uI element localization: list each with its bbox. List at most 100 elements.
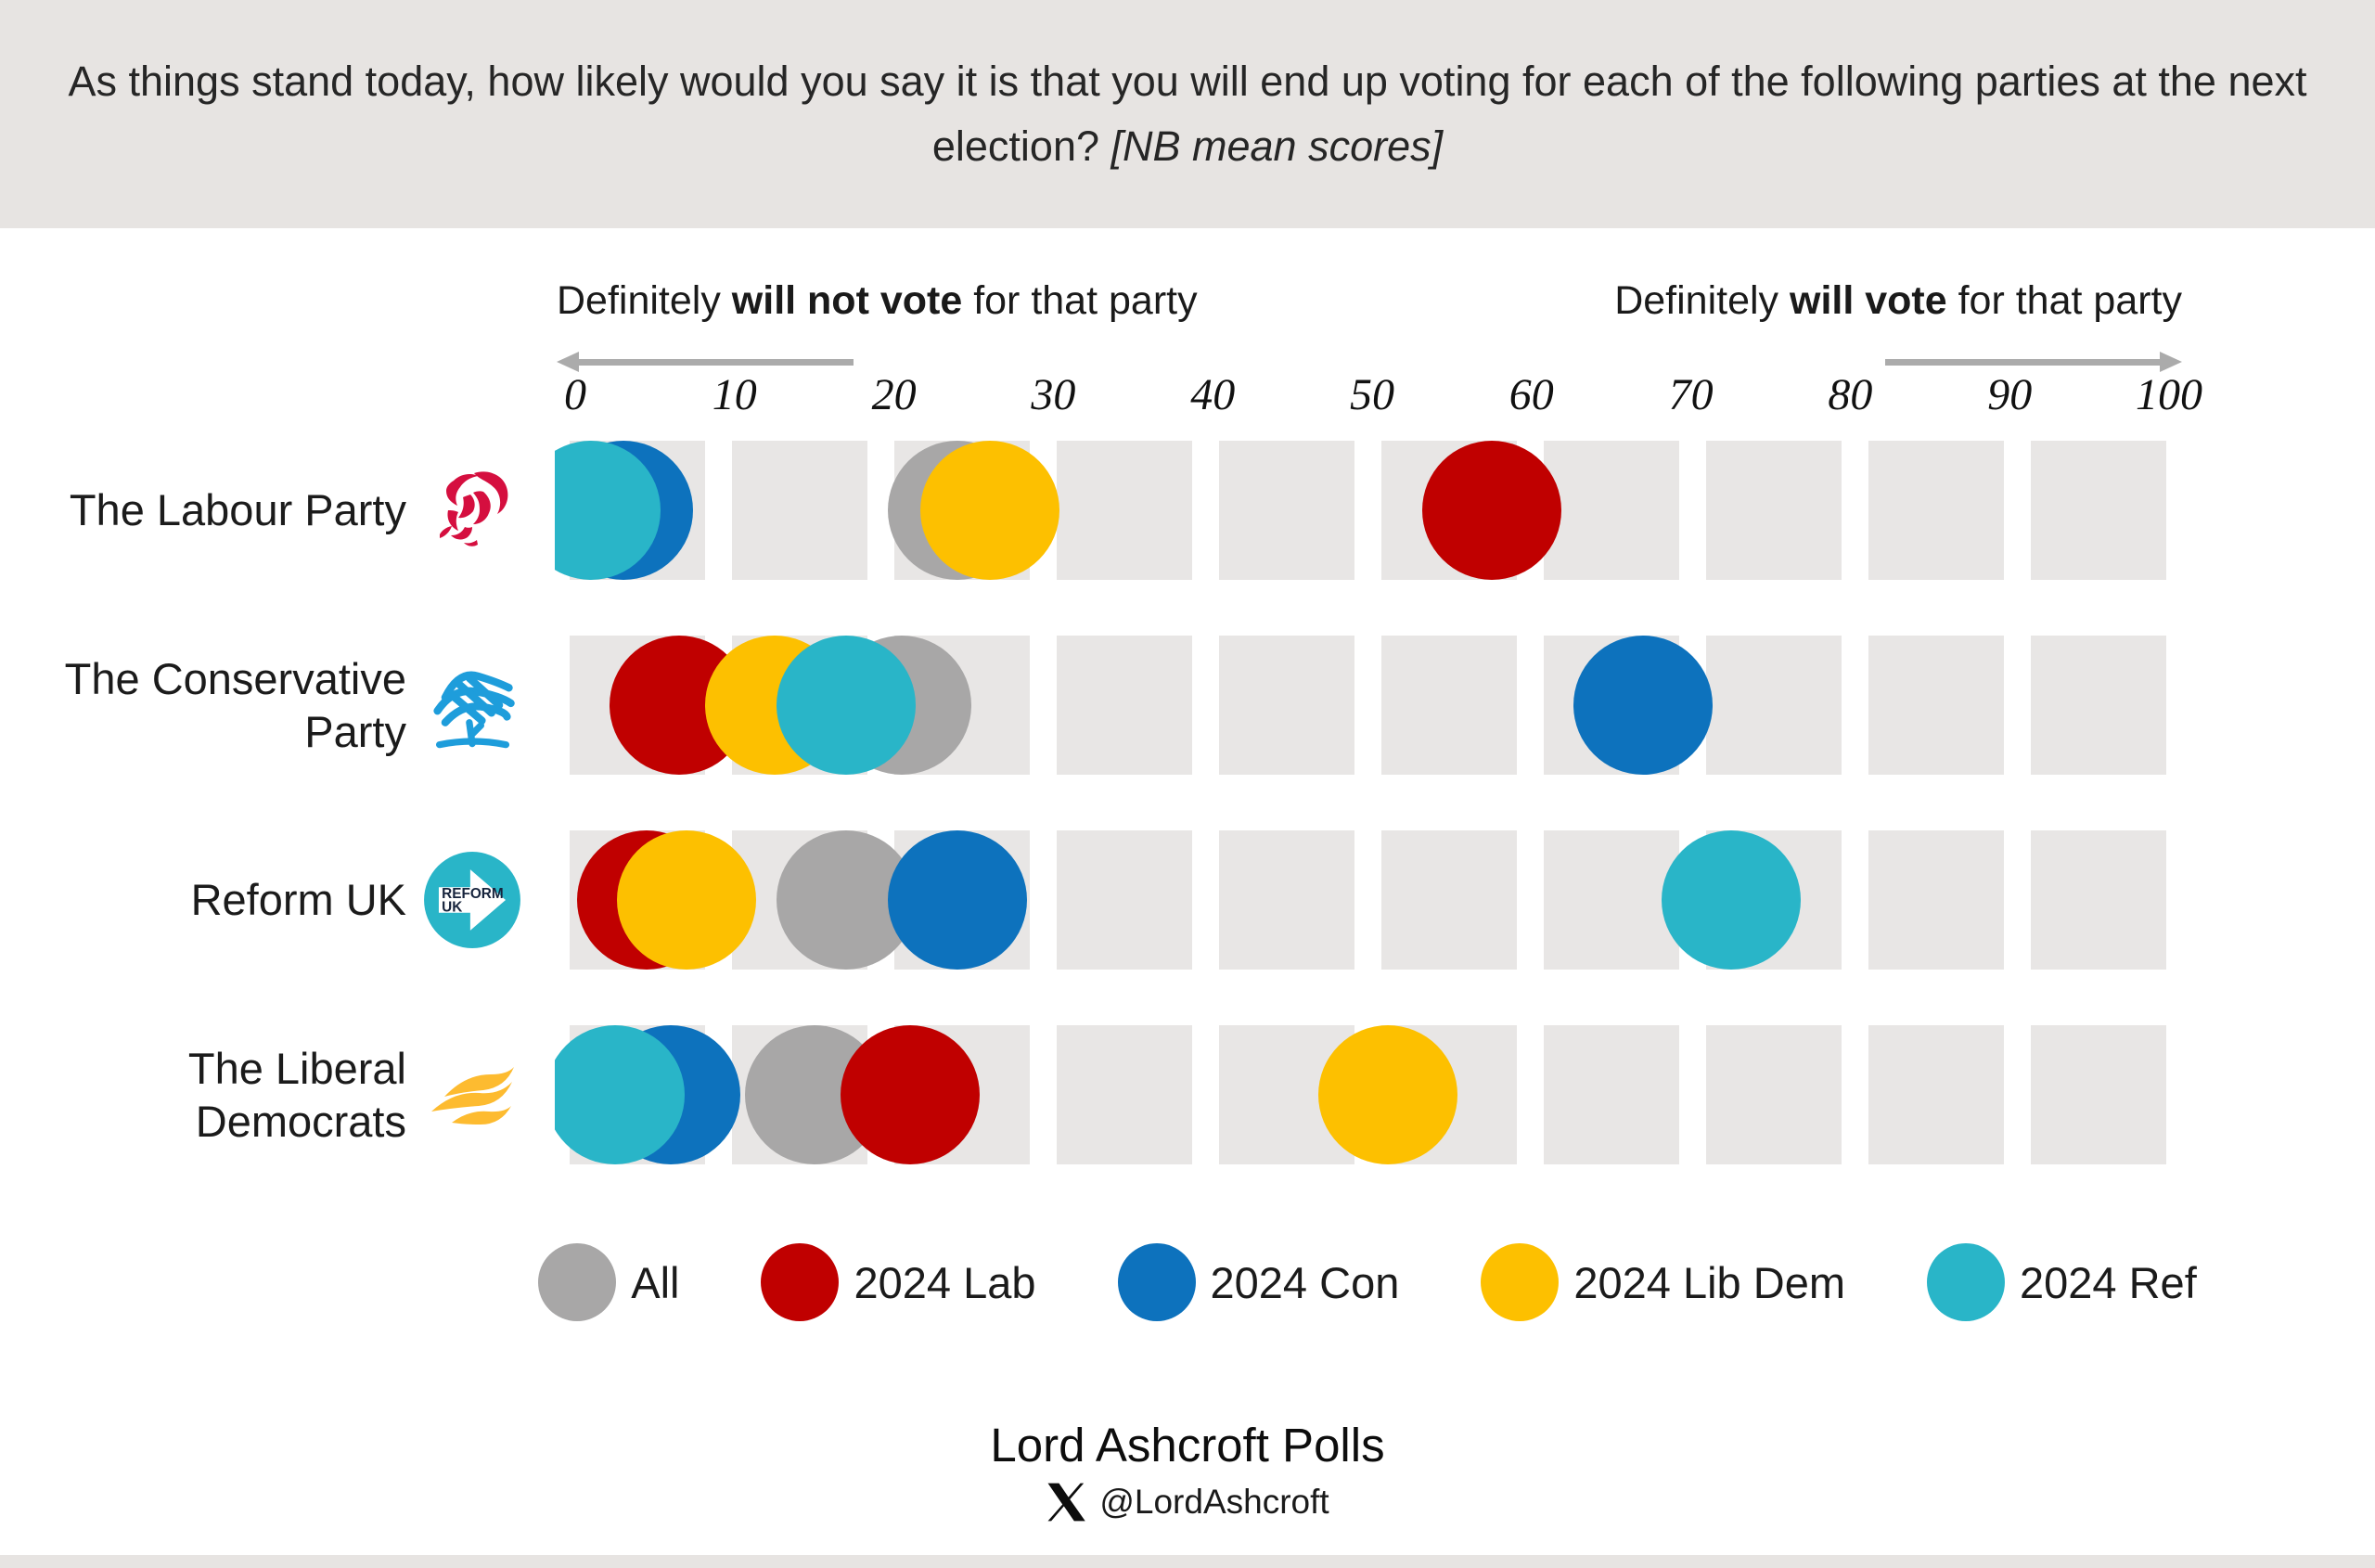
row-plot-area [555, 441, 2182, 580]
legend-item-2024-ref: 2024 Ref [1927, 1243, 2197, 1321]
party-label-line: Party [304, 707, 406, 756]
grid-band-70-80 [1706, 636, 1842, 775]
chart-title-note: [NB mean scores] [1110, 122, 1444, 170]
party-label-line: Reform UK [190, 875, 406, 925]
left-arrow-icon [557, 352, 854, 372]
right-arrowhead-icon [2160, 352, 2182, 372]
grid-band-80-90 [1868, 1025, 2004, 1164]
party-label-line: The Labour Party [69, 485, 406, 535]
grid-band-40-50 [1219, 830, 1354, 970]
party-label-line: The Conservative [64, 653, 406, 703]
dot-2024-ref [1661, 830, 1801, 970]
dot-2024-ref [555, 1025, 685, 1164]
grid-band-60-70 [1544, 1025, 1679, 1164]
svg-text:UK: UK [442, 900, 462, 916]
grid-band-90-100 [2031, 830, 2166, 970]
dot-2024-con [888, 830, 1028, 970]
chart-title-line-1: As things stand today, how likely would … [68, 58, 2307, 106]
axis-label-right-prefix: Definitely [1614, 278, 1790, 323]
axis-label-will-vote: Definitely will vote for that party [1614, 278, 2182, 324]
title-banner: As things stand today, how likely would … [0, 0, 2375, 228]
dot-2024-lib-dem [617, 830, 757, 970]
party-row-the-liberal-democrats: The Liberal Democrats [0, 1025, 2375, 1164]
legend-swatch-icon [1927, 1243, 2005, 1321]
dot-2024-lab [840, 1025, 980, 1164]
legend-swatch-icon [1117, 1243, 1196, 1321]
x-tick-60: 60 [1508, 370, 1554, 419]
legend-label: 2024 Lib Dem [1573, 1257, 1845, 1307]
grid-band-80-90 [1868, 636, 2004, 775]
grid-band-70-80 [1706, 441, 1842, 580]
legend-label: 2024 Lab [854, 1257, 1036, 1307]
grid-band-50-60 [1381, 830, 1517, 970]
axis-label-right-bold: will vote [1790, 278, 1947, 323]
legend-swatch-icon [538, 1243, 617, 1321]
axis-label-left-suffix: for that party [962, 278, 1198, 323]
grid-band-30-40 [1057, 1025, 1192, 1164]
dot-2024-lab [1421, 441, 1561, 580]
brand-title: Lord Ashcroft Polls [990, 1419, 1385, 1472]
dot-2024-con [1573, 636, 1714, 775]
grid-band-50-60 [1381, 636, 1517, 775]
x-twitter-icon [1047, 1483, 1086, 1522]
grid-band-80-90 [1868, 830, 2004, 970]
party-label: The Labour Party [37, 441, 406, 580]
footer: Lord Ashcroft Polls @LordAshcroft [0, 1418, 2375, 1523]
legend-swatch-icon [761, 1243, 840, 1321]
x-tick-20: 20 [871, 370, 917, 419]
x-tick-80: 80 [1828, 370, 1873, 419]
right-arrow-icon [1885, 352, 2182, 372]
x-tick-90: 90 [1987, 370, 2033, 419]
party-row-the-labour-party: The Labour Party [0, 441, 2375, 580]
party-row-the-conservative-party: The Conservative Party [0, 636, 2375, 775]
axis-label-will-not-vote: Definitely will not vote for that party [557, 278, 1198, 324]
legend-swatch-icon [1481, 1243, 1560, 1321]
grid-band-30-40 [1057, 636, 1192, 775]
row-plot-area [555, 636, 2182, 775]
labour-rose-logo [423, 461, 521, 559]
grid-band-30-40 [1057, 441, 1192, 580]
x-tick-30: 30 [1031, 370, 1076, 419]
chart-title-line-2: election? [NB mean scores] [932, 114, 1443, 179]
left-arrowhead-icon [557, 352, 579, 372]
conservative-tree-logo [423, 656, 521, 754]
grid-band-80-90 [1868, 441, 2004, 580]
reform-uk-logo: REFORM UK [423, 851, 521, 949]
grid-band-90-100 [2031, 1025, 2166, 1164]
grid-band-60-70 [1544, 441, 1679, 580]
legend-label: 2024 Con [1210, 1257, 1400, 1307]
dot-2024-lib-dem [919, 441, 1059, 580]
axis-label-left-bold: will not vote [731, 278, 963, 323]
legend-item-all: All [538, 1243, 679, 1321]
grid-band-40-50 [1219, 441, 1354, 580]
grid-band-90-100 [2031, 636, 2166, 775]
legend-item-2024-lab: 2024 Lab [761, 1243, 1036, 1321]
axis-label-right-suffix: for that party [1946, 278, 2182, 323]
social-handle: @LordAshcroft [1099, 1483, 1329, 1521]
libdem-bird-logo [423, 1046, 521, 1144]
x-tick-0: 0 [564, 370, 586, 419]
row-plot-area [555, 830, 2182, 970]
legend-item-2024-lib-dem: 2024 Lib Dem [1481, 1243, 1845, 1321]
svg-text:REFORM: REFORM [442, 886, 504, 902]
party-label: The Liberal Democrats [37, 1025, 406, 1164]
legend-label: All [631, 1257, 680, 1307]
grid-band-30-40 [1057, 830, 1192, 970]
legend: All 2024 Lab 2024 Con 2024 Lib Dem 2024 Ref [538, 1240, 2197, 1325]
x-tick-40: 40 [1190, 370, 1236, 419]
x-tick-10: 10 [712, 370, 757, 419]
grid-band-70-80 [1706, 1025, 1842, 1164]
bottom-gray-strip [0, 1555, 2375, 1568]
row-plot-area [555, 1025, 2182, 1164]
party-label: Reform UK [37, 830, 406, 970]
party-row-reform-uk: Reform UK REFORM UK [0, 830, 2375, 970]
x-tick-50: 50 [1350, 370, 1394, 419]
party-label-line: Democrats [195, 1097, 406, 1146]
right-arrow-shaft [1885, 359, 2167, 366]
x-tick-70: 70 [1668, 370, 1714, 419]
grid-band-40-50 [1219, 636, 1354, 775]
party-label: The Conservative Party [37, 636, 406, 775]
legend-label: 2024 Ref [2020, 1257, 2197, 1307]
grid-band-10-20 [732, 441, 867, 580]
x-axis-ticks: 0 10 20 30 40 50 60 70 80 90 100 [0, 369, 2375, 429]
